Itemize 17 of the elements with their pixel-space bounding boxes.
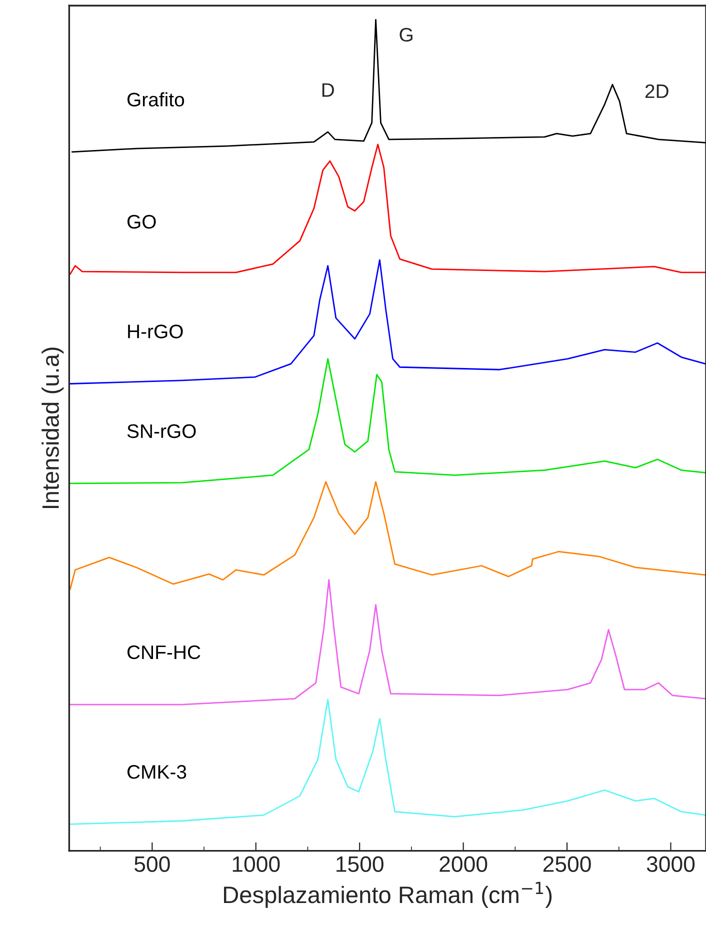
annotation: 2D [645,84,668,98]
x-tick-label: 2000 [440,856,488,872]
x-tick-label: 1500 [336,856,384,872]
text: CNF-HC [127,645,200,660]
text: GO [127,214,156,229]
x-tick-label: 1000 [232,856,280,872]
annotation: G [400,28,412,42]
text: H-rGO [128,324,183,338]
text: Grafito [127,92,184,106]
x-tick-label: 3000 [646,856,695,872]
text: SN-rGO [127,424,196,438]
y-axis-title: Intensidad (u.a) [42,348,64,508]
annotation: D [322,83,334,97]
x-tick-label: 500 [134,856,170,872]
text: CMK-3 [127,765,186,779]
x-axis-title: Desplazamiento Raman (cm$^{−1}$) [224,882,552,908]
x-tick-label: 2500 [543,856,591,872]
